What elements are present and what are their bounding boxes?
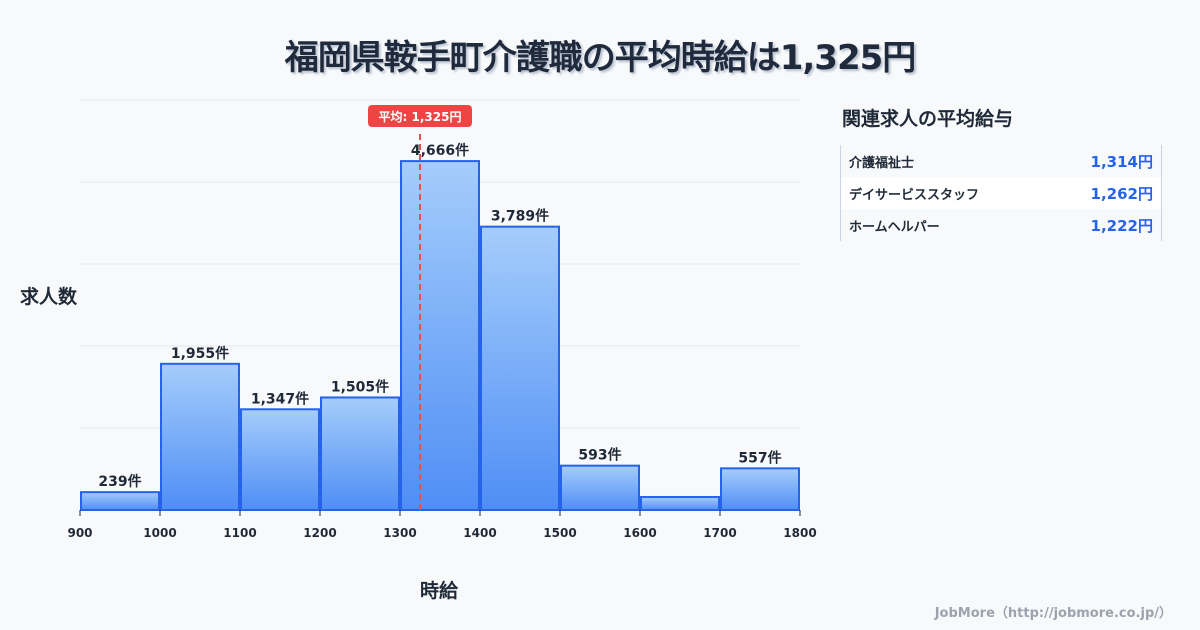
tick-label: 1600 [623,526,656,540]
mean-badge [368,105,472,127]
job-name: ホームヘルパー [849,219,940,235]
bar [320,396,400,511]
bar [80,491,160,511]
bar [400,160,480,511]
job-wage: 1,262円 [1090,184,1153,203]
bar [480,225,560,511]
credit: JobMore（http://jobmore.co.jp/） [934,606,1172,621]
table-row: デイサービススタッフ 1,262円 [841,177,1161,209]
data-label: 557件 [738,449,781,466]
data-label: 239件 [98,473,141,490]
tick-label: 1300 [383,526,416,540]
tick-label: 900 [67,526,92,540]
mean-label: 平均: 1,325円 [379,109,462,124]
bar [720,467,800,512]
data-label: 1,955件 [171,345,229,362]
bar [560,464,640,512]
tick-label: 1500 [543,526,576,540]
tick-label: 1700 [703,526,736,540]
bar [240,408,320,511]
bar [640,495,720,511]
data-label: 4,666件 [411,142,469,159]
related-title: 関連求人の平均給与 [842,108,1014,130]
table-row: ホームヘルパー 1,222円 [841,209,1161,241]
related-salary-table: 介護福祉士 1,314円 デイサービススタッフ 1,262円 ホームヘルパー 1,22… [840,145,1162,241]
x-axis-label: 時給 [420,580,459,602]
tick-label: 1400 [463,526,496,540]
data-label: 1,505件 [331,378,389,395]
tick-label: 1200 [303,526,336,540]
bar [160,362,240,511]
data-label: 1,347件 [251,390,309,407]
job-wage: 1,314円 [1090,152,1153,171]
tick-label: 1100 [223,526,256,540]
page-title: 福岡県鞍手町介護職の平均時給は1,325円 [284,38,917,78]
job-name: 介護福祉士 [849,155,915,171]
data-label: 593件 [578,447,621,464]
job-wage: 1,222円 [1090,216,1153,235]
data-label: 3,789件 [491,208,549,225]
y-axis-label: 求人数 [20,286,78,308]
job-name: デイサービススタッフ [849,187,980,203]
table-row: 介護福祉士 1,314円 [841,145,1161,177]
tick-label: 1000 [143,526,176,540]
tick-label: 1800 [783,526,816,540]
